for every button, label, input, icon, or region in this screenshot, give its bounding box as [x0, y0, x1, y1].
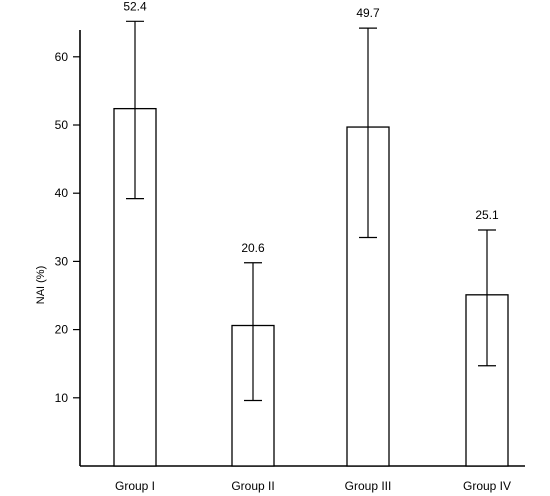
y-axis-label: NAI (%)	[35, 266, 47, 305]
y-tick-label: 30	[55, 254, 69, 268]
y-tick-label: 40	[55, 186, 69, 200]
error-bars	[126, 20, 496, 402]
data-label: 49.7	[356, 6, 380, 20]
category-label: Group I	[115, 479, 155, 493]
bars	[113, 107, 509, 467]
category-label: Group II	[231, 479, 274, 493]
bar	[465, 294, 509, 467]
y-ticks: 10 20 30 40 50 60	[55, 50, 80, 405]
y-tick-label: 50	[55, 118, 69, 132]
category-labels: Group I Group II Group III Group IV	[115, 479, 511, 493]
category-label: Group IV	[463, 479, 511, 493]
y-tick-label: 20	[55, 323, 69, 337]
data-label: 52.4	[123, 0, 147, 13]
data-labels: 52.4 20.6 49.7 25.1	[123, 0, 499, 255]
category-label: Group III	[345, 479, 392, 493]
y-tick-label: 60	[55, 50, 69, 64]
data-label: 20.6	[241, 241, 265, 255]
data-label: 25.1	[475, 208, 499, 222]
y-tick-label: 10	[55, 391, 69, 405]
